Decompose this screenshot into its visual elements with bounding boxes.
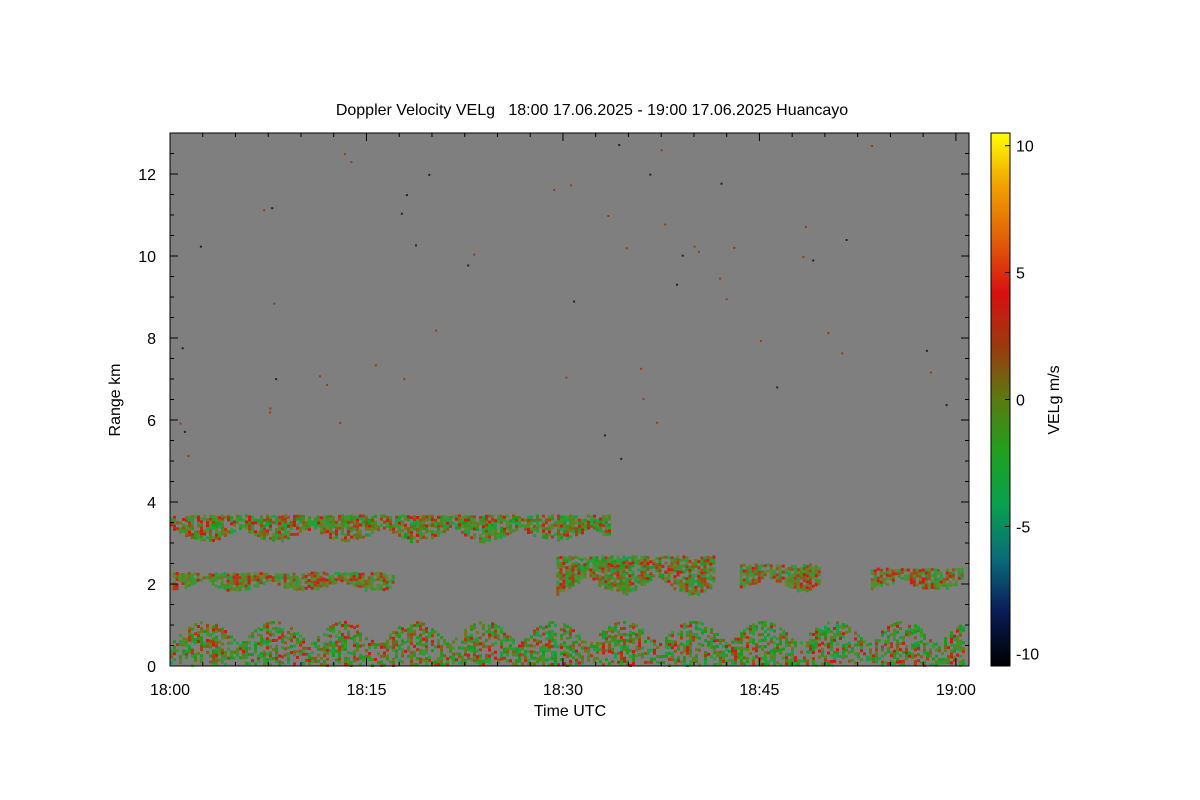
- y-tick-label: 6: [147, 413, 156, 430]
- y-tick-label: 2: [147, 577, 156, 594]
- x-axis: 18:00 18:15 18:30 18:45 19:00: [150, 133, 976, 699]
- echo-layer: [870, 567, 964, 591]
- echo-layer: [170, 620, 965, 667]
- y-axis: 0 2 4 6 8 10 12: [138, 132, 969, 676]
- x-tick-label: 18:30: [543, 682, 583, 699]
- radar-echoes: [170, 144, 965, 667]
- x-tick-label: 18:45: [739, 682, 779, 699]
- y-tick-label: 8: [147, 331, 156, 348]
- x-tick-label: 19:00: [936, 682, 976, 699]
- x-tick-label: 18:15: [346, 682, 386, 699]
- colorbar-tick-label: 0: [1016, 393, 1025, 410]
- colorbar-label: VELg m/s: [1046, 365, 1063, 434]
- y-tick-label: 10: [138, 249, 156, 266]
- y-tick-label: 0: [147, 659, 156, 676]
- colorbar-tick-label: 10: [1016, 139, 1034, 156]
- colorbar: 10 5 0 -5 -10: [990, 132, 1039, 667]
- x-tick-label: 18:00: [150, 682, 190, 699]
- x-axis-label: Time UTC: [534, 703, 606, 720]
- echo-layer: [172, 571, 395, 592]
- echo-layer: [739, 563, 821, 593]
- colorbar-tick-label: 5: [1016, 266, 1025, 283]
- echo-layer: [556, 555, 716, 597]
- chart-title: Doppler Velocity VELg 18:00 17.06.2025 -…: [336, 102, 848, 119]
- y-axis-label: Range km: [107, 364, 124, 437]
- colorbar-ticks: 10 5 0 -5 -10: [1005, 139, 1039, 663]
- y-tick-label: 4: [147, 495, 156, 512]
- colorbar-tick-label: -10: [1016, 646, 1039, 663]
- plot-area: [169, 132, 970, 667]
- y-tick-label: 12: [138, 167, 156, 184]
- noise-speckles: [179, 144, 948, 460]
- colorbar-tick-label: -5: [1016, 519, 1030, 536]
- echo-layer: [170, 514, 611, 544]
